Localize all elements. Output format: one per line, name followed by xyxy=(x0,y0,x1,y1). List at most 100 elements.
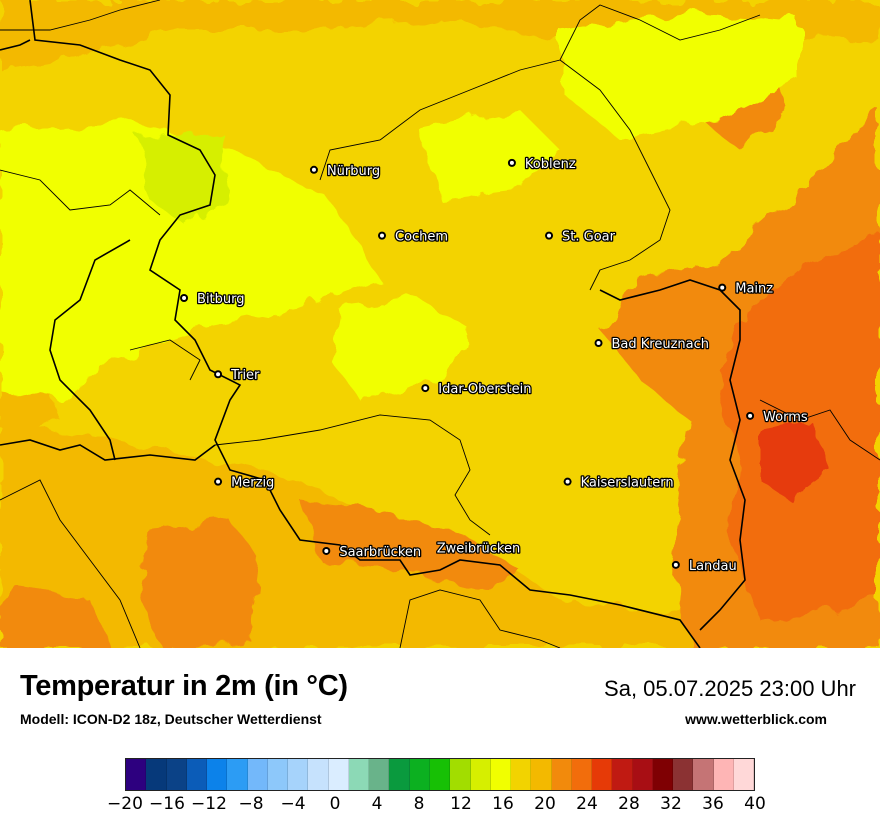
colorbar-tick-label: −4 xyxy=(280,794,306,814)
colorbar-swatch xyxy=(207,759,228,790)
colorbar-tick-label: 0 xyxy=(329,794,341,814)
city-saarbr-cken: Saarbrücken xyxy=(322,544,422,561)
cool-area-eifel xyxy=(0,120,380,400)
colorbar-tick-label: 16 xyxy=(492,794,514,814)
city-n-rburg: Nürburg xyxy=(309,162,381,180)
city-marker-center xyxy=(182,296,187,301)
colorbar-tick-label: 24 xyxy=(576,794,598,814)
colorbar-swatch xyxy=(571,759,593,790)
forecast-datetime: Sa, 05.07.2025 23:00 Uhr xyxy=(604,676,856,701)
city-marker-center xyxy=(311,167,316,172)
city-label: St. Goar xyxy=(562,230,616,245)
colorbar-tick-label: −16 xyxy=(149,794,185,814)
city-marker-center xyxy=(509,160,514,165)
colorbar-swatch xyxy=(673,759,694,790)
city-marker-center xyxy=(596,341,601,346)
rhine-state-border xyxy=(599,279,746,631)
hottest-patch-worms xyxy=(760,420,830,500)
colorbar-swatch xyxy=(369,759,390,790)
lux-border xyxy=(49,239,131,461)
regional-border-south xyxy=(399,589,561,648)
regional-border-lux-inner xyxy=(129,339,201,381)
city-label: Bitburg xyxy=(197,292,245,307)
colorbar-swatch xyxy=(409,759,430,790)
city-marker-center xyxy=(748,413,753,418)
city-marker-center xyxy=(720,285,725,290)
colorbar-swatch xyxy=(713,759,734,790)
city-marker-center xyxy=(216,479,221,484)
city-marker-center xyxy=(324,548,329,553)
colorbar-swatch xyxy=(267,759,289,790)
colorbar-swatch xyxy=(186,759,208,790)
colorbar-swatch xyxy=(126,759,147,790)
city-label: Merzig xyxy=(231,476,274,491)
regional-border-saar xyxy=(214,414,491,536)
city-label: Idar-Oberstein xyxy=(438,382,531,397)
colorbar-swatch xyxy=(328,759,349,790)
colorbar-swatch xyxy=(652,759,674,790)
colorbar-tick-label: −8 xyxy=(238,794,264,814)
colorbar-swatch xyxy=(632,759,653,790)
temperature-map: Nürburg Koblenz Cochem St. Goar Bitburg Mainz… xyxy=(0,0,880,648)
colorbar-tick-label: 20 xyxy=(534,794,556,814)
city-label: Mainz xyxy=(735,282,773,297)
city-idar-oberstein: Idar-Oberstein xyxy=(421,381,533,398)
colorbar-swatch xyxy=(470,759,491,790)
colorbar-swatch xyxy=(348,759,370,790)
city-zweibr-cken: Zweibrücken xyxy=(435,540,521,558)
city-cochem: Cochem xyxy=(378,228,449,246)
colorbar-tick-label: −20 xyxy=(107,794,143,814)
hot-patch-southwest xyxy=(140,520,260,648)
national-border-south xyxy=(0,439,216,461)
city-mainz: Mainz xyxy=(718,280,775,298)
city-koblenz: Koblenz xyxy=(507,156,577,173)
colorbar-swatch xyxy=(551,759,572,790)
colorbar-swatch xyxy=(612,759,633,790)
cool-area-center xyxy=(420,110,560,200)
colorbar-tick-label: −12 xyxy=(191,794,227,814)
city-label: Nürburg xyxy=(327,164,380,179)
city-marker-center xyxy=(423,386,428,391)
colorbar-swatch xyxy=(247,759,268,790)
colorbar-tick-label: 12 xyxy=(450,794,472,814)
colorbar xyxy=(125,758,755,791)
footer: Temperatur in 2m (in °C) Modell: ICON-D2… xyxy=(0,648,880,830)
regional-border-west xyxy=(0,169,161,216)
colorbar-swatch xyxy=(288,759,309,790)
borders xyxy=(0,0,880,648)
temperature-field xyxy=(0,0,880,648)
regional-border-east-2 xyxy=(759,399,880,461)
city-merzig: Merzig xyxy=(214,474,276,492)
city-label: Kaiserslautern xyxy=(581,476,674,491)
city-marker-center xyxy=(216,372,221,377)
city-trier: Trier xyxy=(214,367,261,385)
website-link[interactable]: www.wetterblick.com xyxy=(685,711,827,727)
regional-border-southwest xyxy=(0,479,141,648)
city-bitburg: Bitburg xyxy=(180,291,246,308)
city-label: Trier xyxy=(230,368,260,383)
colorbar-swatch xyxy=(450,759,471,790)
city-kaiserslautern: Kaiserslautern xyxy=(563,474,675,492)
city-label: Cochem xyxy=(395,230,448,245)
city-label: Worms xyxy=(763,410,808,425)
colorbar-swatch xyxy=(693,759,714,790)
hot-patch-south xyxy=(0,590,110,648)
model-subtitle: Modell: ICON-D2 18z, Deutscher Wetterdie… xyxy=(20,711,322,727)
colorbar-tick-label: 36 xyxy=(702,794,724,814)
city-label: Landau xyxy=(689,559,737,574)
colorbar-swatch xyxy=(511,759,532,790)
cool-area-hunsrueck xyxy=(330,300,470,400)
map-title: Temperatur in 2m (in °C) xyxy=(20,670,348,702)
national-border-west xyxy=(29,0,701,648)
city-label: Saarbrücken xyxy=(339,545,421,560)
colorbar-ticks: −20 −16 −12 −8 −4 0 4 8 12 16 20 24 28 32 36 40 xyxy=(107,794,766,818)
colorbar-tick-label: 40 xyxy=(744,794,766,814)
city-marker-center xyxy=(673,562,678,567)
colorbar-swatch xyxy=(227,759,248,790)
city-layer: Nürburg Koblenz Cochem St. Goar Bitburg Mainz… xyxy=(180,156,809,575)
city-marker-center xyxy=(380,233,385,238)
colorbar-swatch xyxy=(389,759,410,790)
colorbar-swatch xyxy=(308,759,329,790)
regional-border-west-2 xyxy=(0,0,161,31)
city-marker-center xyxy=(547,233,552,238)
